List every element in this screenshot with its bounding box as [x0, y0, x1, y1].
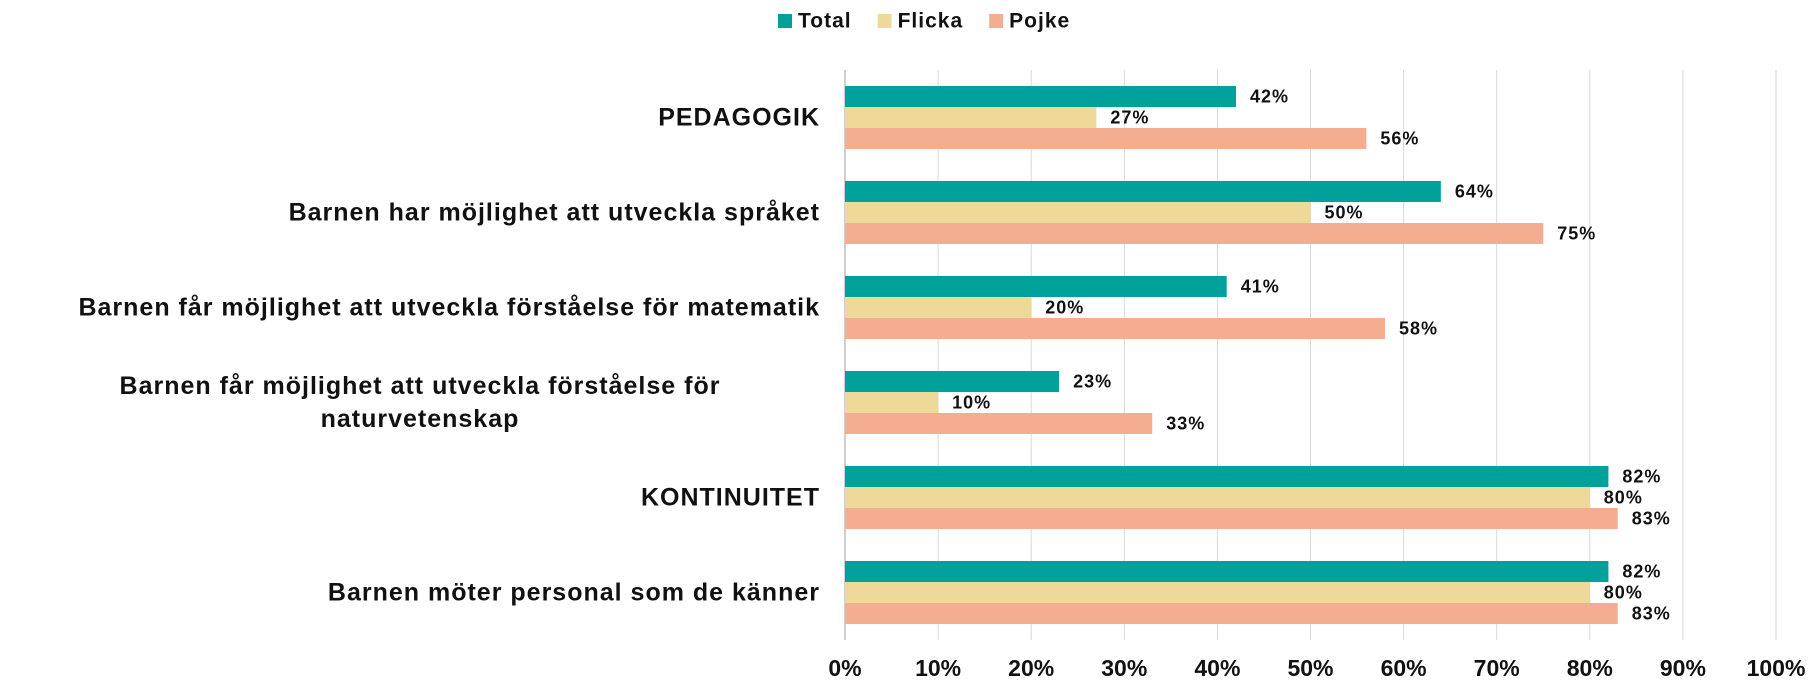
value-label: 56% — [1380, 128, 1419, 148]
bar — [845, 297, 1032, 318]
value-label: 33% — [1166, 413, 1205, 433]
x-tick-label: 30% — [1101, 655, 1147, 681]
x-tick-label: 80% — [1567, 655, 1613, 681]
bar — [845, 128, 1367, 149]
legend-label: Total — [798, 10, 852, 33]
x-tick-label: 50% — [1287, 655, 1333, 681]
legend-label: Pojke — [1009, 10, 1070, 33]
value-label: 42% — [1250, 86, 1289, 106]
x-tick-label: 10% — [915, 655, 961, 681]
bar — [845, 86, 1237, 107]
category-text: Barnen får möjlighet att utveckla förstå… — [119, 371, 721, 433]
bar — [845, 371, 1060, 392]
x-tick-label: 100% — [1747, 655, 1806, 681]
bar — [845, 107, 1097, 128]
x-tick-label: 90% — [1660, 655, 1706, 681]
value-label: 10% — [952, 392, 991, 412]
value-label: 75% — [1557, 223, 1596, 243]
value-label: 82% — [1622, 561, 1661, 581]
bar — [845, 487, 1590, 508]
bar — [845, 413, 1153, 434]
legend-label: Flicka — [898, 10, 964, 33]
category-label: Barnen får möjlighet att utveckla förstå… — [0, 370, 820, 436]
category-label: Barnen möter personal som de känner — [0, 576, 820, 609]
bar — [845, 603, 1618, 624]
category-text: Barnen möter personal som de känner — [327, 578, 820, 606]
bar — [845, 223, 1544, 244]
value-label: 83% — [1632, 508, 1671, 528]
bar — [845, 181, 1441, 202]
value-label: 41% — [1241, 276, 1280, 296]
bar — [845, 392, 939, 413]
value-label: 80% — [1604, 582, 1643, 602]
value-label: 20% — [1045, 297, 1084, 317]
category-label: Barnen har möjlighet att utveckla språke… — [0, 196, 820, 229]
bar — [845, 508, 1618, 529]
category-text: KONTINUITET — [640, 483, 820, 511]
x-tick-label: 60% — [1381, 655, 1427, 681]
bar — [845, 561, 1609, 582]
bar — [845, 582, 1590, 603]
value-label: 82% — [1622, 466, 1661, 486]
x-tick-label: 20% — [1008, 655, 1054, 681]
x-tick-label: 0% — [828, 655, 861, 681]
bar — [845, 466, 1609, 487]
bar — [845, 276, 1227, 297]
x-tick-label: 40% — [1194, 655, 1240, 681]
value-label: 64% — [1455, 181, 1494, 201]
category-label: KONTINUITET — [0, 481, 820, 514]
category-text: Barnen får möjlighet att utveckla förstå… — [78, 293, 820, 321]
category-label: Barnen får möjlighet att utveckla förstå… — [0, 291, 820, 324]
category-text: Barnen har möjlighet att utveckla språke… — [288, 198, 820, 226]
category-label: PEDAGOGIK — [0, 101, 820, 134]
bar — [845, 318, 1385, 339]
value-label: 50% — [1325, 202, 1364, 222]
bar — [845, 202, 1311, 223]
value-label: 80% — [1604, 487, 1643, 507]
value-label: 27% — [1110, 107, 1149, 127]
legend-swatch — [778, 14, 792, 28]
value-label: 83% — [1632, 603, 1671, 623]
value-label: 58% — [1399, 318, 1438, 338]
legend-swatch — [989, 14, 1004, 28]
legend-swatch — [877, 14, 892, 28]
x-tick-label: 70% — [1474, 655, 1520, 681]
value-label: 23% — [1073, 371, 1112, 391]
category-text: PEDAGOGIK — [658, 103, 820, 131]
